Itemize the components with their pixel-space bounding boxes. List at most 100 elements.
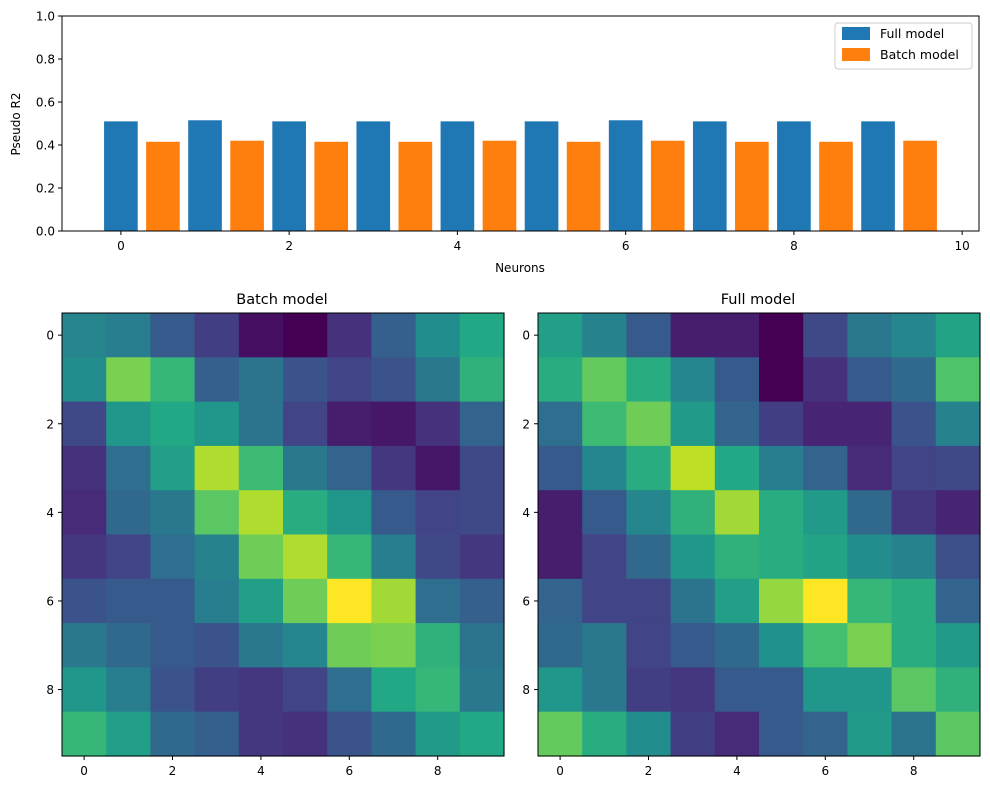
heatmap-full-cell-2-4	[714, 401, 760, 447]
heatmap-batch-cell-3-6	[327, 445, 372, 491]
heatmap-batch-cell-6-3	[194, 578, 240, 624]
heatmap-full-cell-8-0	[538, 667, 583, 713]
heatmap-full-cell-2-1	[582, 401, 627, 447]
heatmap-full-cell-9-8	[891, 711, 937, 757]
heatmap-batch-cell-9-0	[62, 711, 107, 757]
heatmap-batch-cell-1-2	[150, 357, 196, 403]
heatmap-batch-cell-6-8	[415, 578, 461, 624]
bar-batch-model-5	[566, 141, 601, 231]
heatmap-batch-cell-4-2	[150, 490, 196, 536]
heatmap-full-cell-4-7	[847, 490, 893, 536]
heatmap-batch-cell-4-7	[371, 490, 417, 536]
heatmap-full-cell-7-3	[670, 623, 716, 668]
heatmap-batch-x-tick-label: 4	[257, 764, 265, 778]
heatmap-full-model-frame	[537, 312, 981, 757]
heatmap-full-cell-2-8	[891, 401, 937, 447]
heatmap-full-cell-7-2	[626, 623, 672, 668]
heatmap-full-cell-1-4	[714, 357, 760, 403]
heatmap-batch-cell-5-3	[194, 534, 240, 580]
heatmap-full-cell-1-6	[803, 357, 848, 403]
heatmap-full-model-y-ticks: 0 2 4 6 8	[522, 329, 538, 697]
heatmap-full-cell-2-2	[626, 401, 672, 447]
heatmap-batch-cell-1-4	[238, 357, 284, 403]
heatmap-batch-y-tick-label: 0	[46, 329, 54, 343]
heatmap-full-cell-3-5	[759, 445, 804, 491]
heatmap-batch-cell-4-9	[459, 490, 505, 536]
heatmap-full-cell-7-8	[891, 623, 937, 668]
heatmap-batch-cell-7-8	[415, 623, 461, 668]
heatmap-batch-cell-9-8	[415, 711, 461, 757]
heatmap-batch-cell-5-7	[371, 534, 417, 580]
heatmap-batch-cell-8-7	[371, 667, 417, 713]
heatmap-batch-cell-5-0	[62, 534, 107, 580]
heatmap-full-cell-0-5	[759, 313, 804, 358]
heatmap-full-cell-8-9	[935, 667, 981, 713]
heatmap-full-x-tick-label: 6	[821, 764, 829, 778]
heatmap-batch-cell-4-3	[194, 490, 240, 536]
heatmap-batch-cell-7-0	[62, 623, 107, 668]
heatmap-full-cell-5-3	[670, 534, 716, 580]
heatmap-full-cell-4-1	[582, 490, 627, 536]
heatmap-batch-cell-7-1	[106, 623, 151, 668]
heatmap-batch-cell-2-3	[194, 401, 240, 447]
heatmap-full-model-cells	[538, 313, 981, 757]
heatmap-batch-cell-2-0	[62, 401, 107, 447]
heatmap-full-cell-9-6	[803, 711, 848, 757]
heatmap-full-cell-0-3	[670, 313, 716, 358]
heatmap-batch-cell-3-1	[106, 445, 151, 491]
bar-chart: 0 2 4 6 8 10 0.0 0.2 0.4 0.6 0.8 1.0 Neurons Pseud…	[9, 10, 980, 275]
heatmap-full-y-tick-label: 6	[522, 594, 530, 608]
heatmap-batch-cell-0-9	[459, 313, 505, 358]
heatmap-full-cell-0-4	[714, 313, 760, 358]
bar-x-tick-label: 4	[454, 239, 462, 253]
heatmap-batch-cell-6-6	[327, 578, 372, 624]
heatmap-batch-cell-1-6	[327, 357, 372, 403]
heatmap-batch-model-title: Batch model	[236, 292, 327, 308]
bar-x-tick-label: 0	[117, 239, 125, 253]
heatmap-batch-cell-6-9	[459, 578, 505, 624]
heatmap-batch-cell-5-1	[106, 534, 151, 580]
heatmap-full-cell-0-6	[803, 313, 848, 358]
heatmap-full-cell-6-9	[935, 578, 981, 624]
heatmap-full-y-tick-label: 0	[522, 329, 530, 343]
bar-y-tick-label: 0.4	[36, 139, 55, 153]
heatmap-full-cell-1-0	[538, 357, 583, 403]
bar-chart-x-axis-label: Neurons	[495, 261, 545, 275]
heatmap-batch-cell-6-0	[62, 578, 107, 624]
heatmap-batch-x-tick-label: 2	[169, 764, 177, 778]
heatmap-full-y-tick-label: 4	[522, 506, 530, 520]
bar-full-model-4	[440, 121, 475, 231]
bar-x-tick-label: 2	[285, 239, 293, 253]
heatmap-full-cell-2-3	[670, 401, 716, 447]
heatmap-full-cell-9-4	[714, 711, 760, 757]
heatmap-full-cell-2-9	[935, 401, 981, 447]
heatmap-batch-cell-1-0	[62, 357, 107, 403]
heatmap-batch-cell-2-2	[150, 401, 196, 447]
heatmap-full-cell-6-5	[759, 578, 804, 624]
bar-batch-model-2	[314, 141, 349, 231]
bar-batch-model-7	[735, 141, 769, 231]
heatmap-full-cell-3-8	[891, 445, 937, 491]
heatmap-full-cell-9-0	[538, 711, 583, 757]
legend-swatch-batch-model	[842, 48, 870, 61]
heatmap-full-cell-3-6	[803, 445, 848, 491]
bar-batch-model-8	[819, 141, 853, 231]
heatmap-full-cell-0-7	[847, 313, 893, 358]
heatmap-full-cell-4-9	[935, 490, 981, 536]
heatmap-batch-cell-3-3	[194, 445, 240, 491]
heatmap-full-cell-8-1	[582, 667, 627, 713]
bar-full-model-5	[524, 121, 559, 231]
heatmap-batch-cell-8-0	[62, 667, 107, 713]
heatmap-full-cell-4-2	[626, 490, 672, 536]
heatmap-batch-cell-7-9	[459, 623, 505, 668]
heatmap-full-cell-9-5	[759, 711, 804, 757]
heatmap-batch-cell-4-1	[106, 490, 151, 536]
heatmap-full-cell-8-8	[891, 667, 937, 713]
heatmap-batch-cell-8-2	[150, 667, 196, 713]
heatmap-full-cell-2-7	[847, 401, 893, 447]
heatmap-batch-cell-5-8	[415, 534, 461, 580]
bar-y-tick-label: 1.0	[36, 10, 55, 24]
bar-batch-model-9	[903, 140, 937, 231]
heatmap-full-cell-2-5	[759, 401, 804, 447]
